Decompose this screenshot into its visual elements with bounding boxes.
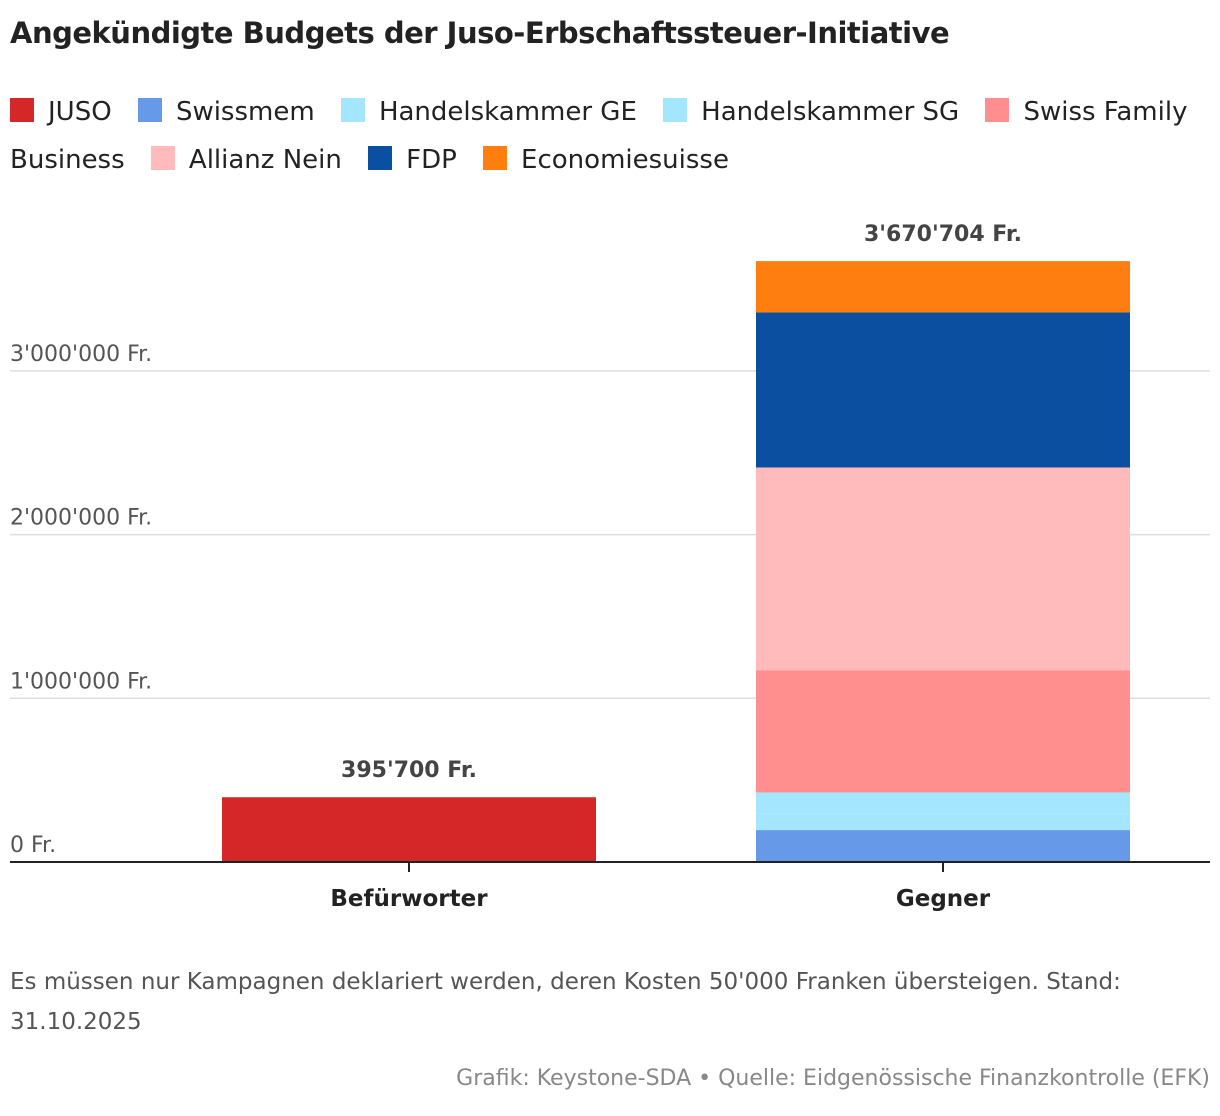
legend-swatch: [483, 146, 508, 170]
chart-title: Angekündigte Budgets der Juso-Erbschafts…: [10, 16, 950, 50]
legend-label: JUSO: [48, 97, 112, 127]
chart-plot: 0 Fr. 1'000'000 Fr. 2'000'000 Fr. 3'000'000…: [10, 222, 1210, 912]
bar-segment-handelskammer-sg: [756, 792, 1130, 814]
legend-swatch: [137, 98, 162, 122]
legend-label: Economiesuisse: [521, 145, 729, 175]
y-tick-label: 3'000'000 Fr.: [10, 342, 152, 367]
source-credit: Grafik: Keystone-SDA • Quelle: Eidgenöss…: [456, 1066, 1210, 1091]
legend: JUSO Swissmem Handelskammer GE Handelska…: [10, 88, 1220, 184]
legend-swatch: [663, 98, 688, 122]
legend-item: Handelskammer GE: [340, 97, 637, 127]
legend-swatch: [150, 146, 175, 170]
bar-segment-swissmem: [756, 830, 1130, 862]
y-tick-label: 1'000'000 Fr.: [10, 669, 152, 694]
legend-label: Swissmem: [175, 97, 315, 127]
y-tick-label: 2'000'000 Fr.: [10, 506, 152, 531]
legend-item: Economiesuisse: [483, 145, 729, 175]
legend-item: Handelskammer SG: [663, 97, 959, 127]
bar-segment-economiesuisse: [756, 261, 1130, 313]
legend-swatch: [368, 146, 393, 170]
bar-total-label: 3'670'704 Fr.: [864, 222, 1022, 247]
legend-swatch: [340, 98, 365, 122]
footnote: Es müssen nur Kampagnen deklariert werde…: [10, 969, 1121, 1035]
legend-item: Swiss Family Business: [10, 97, 1187, 175]
bar-segment-swiss-family-business: [756, 670, 1130, 793]
legend-swatch: [985, 98, 1010, 122]
legend-item: FDP: [368, 145, 457, 175]
bar-segment-juso: [222, 797, 596, 862]
y-tick-label: 0 Fr.: [10, 833, 56, 858]
x-tick-label: Gegner: [896, 886, 991, 912]
bar-segment-allianz-nein: [756, 467, 1130, 671]
legend-label: Allianz Nein: [188, 145, 342, 175]
bar-total-label: 395'700 Fr.: [341, 758, 477, 783]
legend-label: Handelskammer SG: [701, 97, 960, 127]
bar-segment-handelskammer-ge: [756, 813, 1130, 831]
legend-item: JUSO: [10, 97, 112, 127]
legend-label: FDP: [406, 145, 457, 175]
legend-item: Swissmem: [137, 97, 315, 127]
x-tick-label: Befürworter: [330, 886, 488, 912]
legend-swatch: [10, 98, 34, 122]
legend-label: Handelskammer GE: [378, 97, 637, 127]
legend-label: Swiss Family Business: [10, 97, 1188, 175]
bar-segment-fdp: [756, 312, 1130, 468]
legend-item: Allianz Nein: [150, 145, 342, 175]
